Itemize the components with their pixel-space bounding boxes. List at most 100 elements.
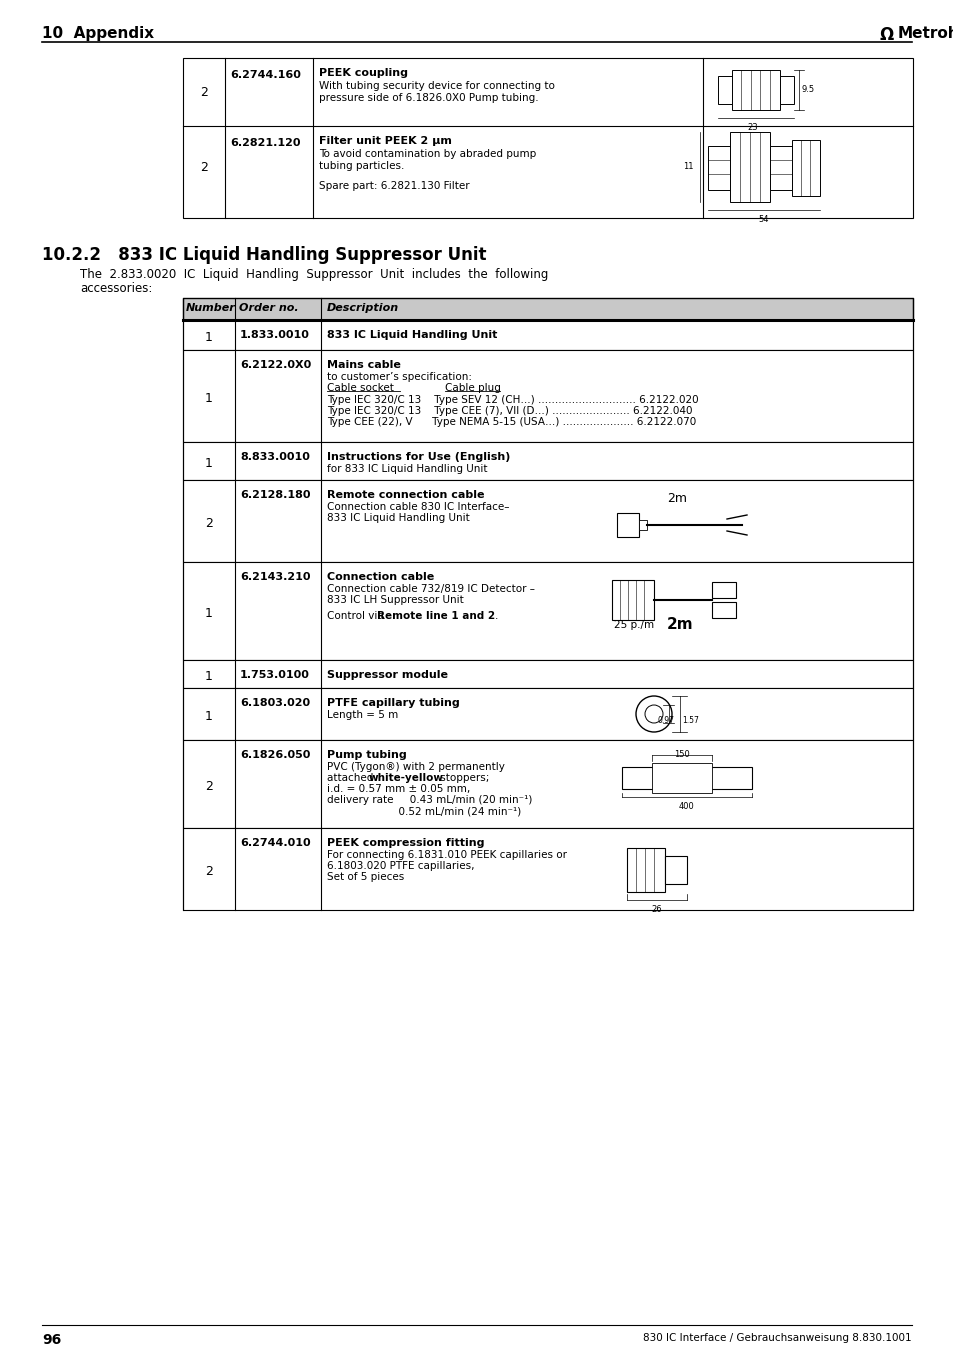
Bar bbox=[612, 580, 654, 620]
Text: 1: 1 bbox=[205, 670, 213, 684]
Text: PEEK compression fitting: PEEK compression fitting bbox=[327, 838, 484, 848]
Text: 10  Appendix: 10 Appendix bbox=[42, 26, 154, 41]
Text: Remote connection cable: Remote connection cable bbox=[327, 490, 484, 500]
Text: 0.97: 0.97 bbox=[657, 716, 674, 725]
Text: To avoid contamination by abraded pump: To avoid contamination by abraded pump bbox=[318, 149, 536, 159]
Bar bbox=[617, 513, 639, 536]
Text: 6.1826.050: 6.1826.050 bbox=[240, 750, 310, 761]
Text: .: . bbox=[495, 611, 497, 621]
Text: 833 IC LH Suppressor Unit: 833 IC LH Suppressor Unit bbox=[327, 594, 463, 605]
Text: for 833 IC Liquid Handling Unit: for 833 IC Liquid Handling Unit bbox=[327, 463, 487, 474]
Bar bbox=[639, 520, 646, 530]
Text: 2: 2 bbox=[200, 86, 208, 99]
Text: 833 IC Liquid Handling Unit: 833 IC Liquid Handling Unit bbox=[327, 330, 497, 340]
Text: PEEK coupling: PEEK coupling bbox=[318, 68, 408, 78]
Text: Type IEC 320/C 13    Type CEE (7), VII (D…) ....................... 6.2122.040: Type IEC 320/C 13 Type CEE (7), VII (D…)… bbox=[327, 407, 692, 416]
Text: white-yellow: white-yellow bbox=[369, 773, 443, 784]
Text: 1: 1 bbox=[205, 457, 213, 470]
Text: Cable plug: Cable plug bbox=[444, 382, 500, 393]
Text: 0.52 mL/min (24 min⁻¹): 0.52 mL/min (24 min⁻¹) bbox=[327, 807, 520, 816]
Bar bbox=[791, 141, 820, 196]
Text: 26: 26 bbox=[651, 905, 661, 915]
Text: 9.5: 9.5 bbox=[801, 85, 814, 95]
Text: Suppressor module: Suppressor module bbox=[327, 670, 448, 680]
Text: to customer’s specification:: to customer’s specification: bbox=[327, 372, 472, 382]
Text: 6.2744.010: 6.2744.010 bbox=[240, 838, 311, 848]
Text: i.d. = 0.57 mm ± 0.05 mm,: i.d. = 0.57 mm ± 0.05 mm, bbox=[327, 784, 470, 794]
Text: tubing particles.: tubing particles. bbox=[318, 161, 404, 172]
Text: Connection cable: Connection cable bbox=[327, 571, 434, 582]
Text: Cable socket: Cable socket bbox=[327, 382, 394, 393]
Bar bbox=[718, 76, 731, 104]
Text: 2m: 2m bbox=[666, 492, 686, 505]
Text: Control via: Control via bbox=[327, 611, 387, 621]
Bar bbox=[707, 146, 729, 190]
Bar bbox=[711, 603, 735, 617]
Bar bbox=[183, 562, 912, 661]
Text: Number: Number bbox=[186, 303, 235, 313]
Bar bbox=[183, 740, 912, 828]
Bar bbox=[183, 661, 912, 688]
Text: 23: 23 bbox=[747, 123, 758, 132]
Text: 6.2744.160: 6.2744.160 bbox=[230, 70, 300, 80]
Text: Mains cable: Mains cable bbox=[327, 359, 400, 370]
Text: accessories:: accessories: bbox=[80, 282, 152, 295]
Text: 2m: 2m bbox=[666, 617, 693, 632]
Bar bbox=[651, 763, 711, 793]
Text: Set of 5 pieces: Set of 5 pieces bbox=[327, 871, 404, 882]
Text: 1.57: 1.57 bbox=[681, 716, 699, 725]
Text: Ω: Ω bbox=[879, 26, 893, 45]
Text: 2: 2 bbox=[200, 161, 208, 174]
Text: stoppers;: stoppers; bbox=[436, 773, 489, 784]
Text: PVC (Tygon®) with 2 permanently: PVC (Tygon®) with 2 permanently bbox=[327, 762, 504, 771]
Bar bbox=[183, 480, 912, 562]
Text: For connecting 6.1831.010 PEEK capillaries or: For connecting 6.1831.010 PEEK capillari… bbox=[327, 850, 566, 861]
Text: 6.1803.020: 6.1803.020 bbox=[240, 698, 310, 708]
Text: 6.2128.180: 6.2128.180 bbox=[240, 490, 310, 500]
Bar bbox=[183, 442, 912, 480]
Bar bbox=[729, 132, 769, 203]
Bar bbox=[183, 688, 912, 740]
Text: 1.833.0010: 1.833.0010 bbox=[240, 330, 310, 340]
Text: pressure side of 6.1826.0X0 Pump tubing.: pressure side of 6.1826.0X0 Pump tubing. bbox=[318, 93, 538, 103]
Bar bbox=[183, 350, 912, 442]
Text: attached: attached bbox=[327, 773, 376, 784]
Bar bbox=[183, 58, 912, 218]
Bar bbox=[769, 146, 791, 190]
Text: Pump tubing: Pump tubing bbox=[327, 750, 406, 761]
Text: Metrohm: Metrohm bbox=[897, 26, 953, 41]
Text: 1: 1 bbox=[205, 607, 213, 620]
Text: Order no.: Order no. bbox=[239, 303, 298, 313]
Bar bbox=[183, 320, 912, 350]
Text: 6.2143.210: 6.2143.210 bbox=[240, 571, 310, 582]
Text: 2: 2 bbox=[205, 865, 213, 878]
Text: Length = 5 m: Length = 5 m bbox=[327, 711, 397, 720]
Text: Spare part: 6.2821.130 Filter: Spare part: 6.2821.130 Filter bbox=[318, 181, 469, 190]
Bar bbox=[183, 299, 912, 320]
Text: 96: 96 bbox=[42, 1333, 61, 1347]
Text: 1.753.0100: 1.753.0100 bbox=[240, 670, 310, 680]
Bar bbox=[780, 76, 793, 104]
Text: Remote line 1 and 2: Remote line 1 and 2 bbox=[376, 611, 495, 621]
Text: 11: 11 bbox=[682, 162, 693, 172]
Bar bbox=[183, 828, 912, 911]
Text: 1: 1 bbox=[205, 711, 213, 723]
Text: 8.833.0010: 8.833.0010 bbox=[240, 453, 310, 462]
Text: 6.2821.120: 6.2821.120 bbox=[230, 138, 300, 149]
Text: With tubing security device for connecting to: With tubing security device for connecti… bbox=[318, 81, 555, 91]
Text: 830 IC Interface / Gebrauchsanweisung 8.830.1001: 830 IC Interface / Gebrauchsanweisung 8.… bbox=[642, 1333, 911, 1343]
Text: 1: 1 bbox=[205, 392, 213, 405]
Bar bbox=[664, 857, 686, 884]
Text: 1: 1 bbox=[205, 331, 213, 345]
Text: Instructions for Use (English): Instructions for Use (English) bbox=[327, 453, 510, 462]
Text: 833 IC Liquid Handling Unit: 833 IC Liquid Handling Unit bbox=[327, 513, 469, 523]
Text: 6.1803.020 PTFE capillaries,: 6.1803.020 PTFE capillaries, bbox=[327, 861, 474, 871]
Bar bbox=[711, 582, 735, 598]
Text: 2: 2 bbox=[205, 517, 213, 530]
Text: 10.2.2   833 IC Liquid Handling Suppressor Unit: 10.2.2 833 IC Liquid Handling Suppressor… bbox=[42, 246, 486, 263]
Text: 6.2122.0X0: 6.2122.0X0 bbox=[240, 359, 311, 370]
Text: 400: 400 bbox=[679, 802, 694, 811]
Bar bbox=[626, 848, 664, 892]
Text: Connection cable 830 IC Interface–: Connection cable 830 IC Interface– bbox=[327, 503, 509, 512]
Text: Connection cable 732/819 IC Detector –: Connection cable 732/819 IC Detector – bbox=[327, 584, 535, 594]
